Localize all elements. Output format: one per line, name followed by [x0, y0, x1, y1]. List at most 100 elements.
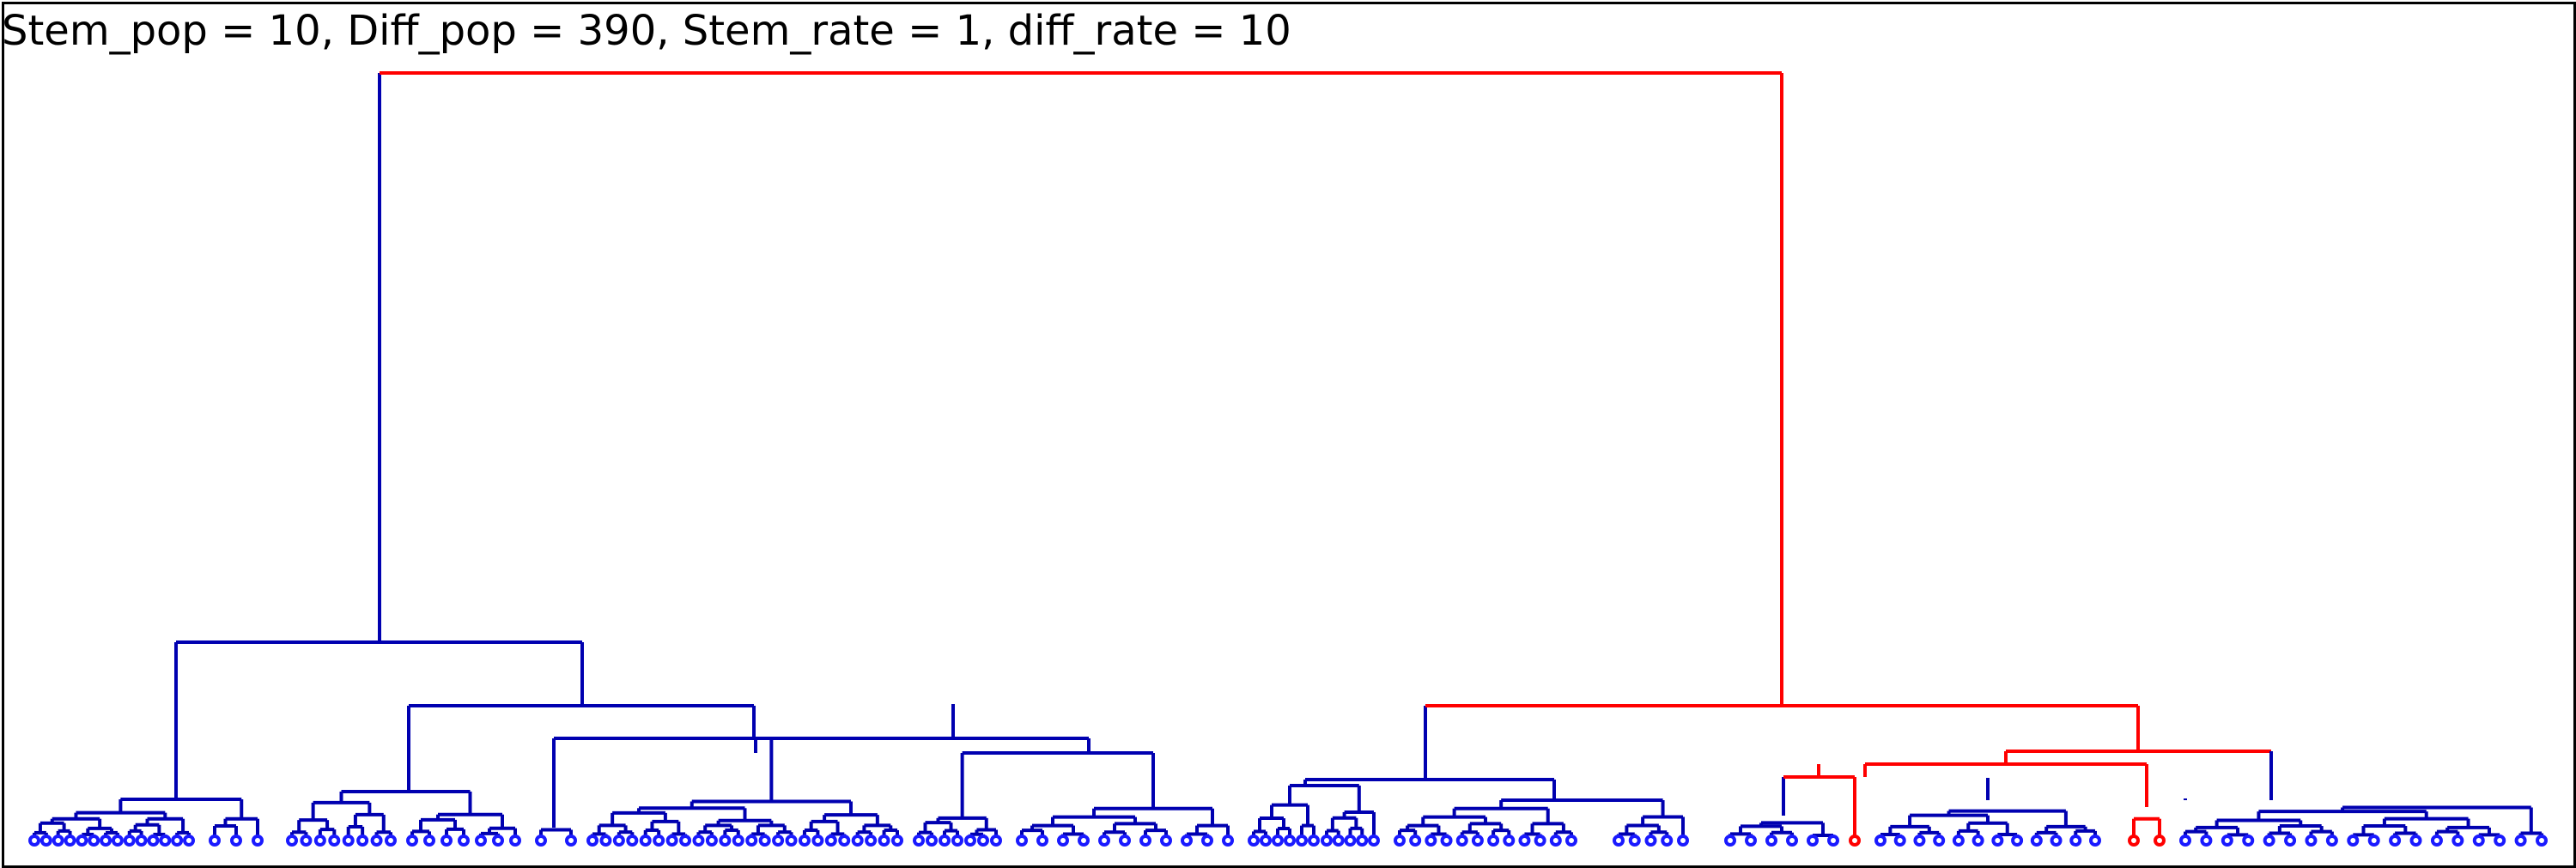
leaf-node	[639, 835, 652, 847]
leaf-node	[1248, 835, 1260, 847]
leaf-node	[1807, 835, 1819, 847]
leaf-node	[1827, 835, 1839, 847]
leaf-node	[1139, 835, 1151, 847]
leaf-node	[1160, 835, 1172, 847]
leaf-node	[147, 835, 160, 847]
leaf-node	[612, 835, 625, 847]
leaf-node	[851, 835, 864, 847]
leaf-node	[1201, 835, 1213, 847]
leaf-node	[475, 835, 487, 847]
leaf-node	[64, 835, 76, 847]
leaf-node	[1036, 835, 1048, 847]
leaf-node	[1119, 835, 1131, 847]
leaf-node	[159, 835, 172, 847]
leaf-node	[52, 835, 64, 847]
leaf-node	[100, 835, 112, 847]
leaf-node	[1272, 835, 1284, 847]
leaf-node	[626, 835, 639, 847]
leaf-node	[838, 835, 851, 847]
leaf-node	[1356, 835, 1369, 847]
leaf-node	[2069, 835, 2082, 847]
leaf-node	[370, 835, 383, 847]
leaf-node	[328, 835, 341, 847]
leaf-node	[209, 835, 221, 847]
leaf-node	[1321, 835, 1333, 847]
leaf-node	[1518, 835, 1531, 847]
leaf-node	[1913, 835, 1926, 847]
leaf-node	[1487, 835, 1500, 847]
leaf-node	[2389, 835, 2402, 847]
leaf-node	[758, 835, 771, 847]
leaf-node	[1471, 835, 1484, 847]
leaf-node	[1893, 835, 1906, 847]
leaf-node	[2409, 835, 2422, 847]
leaf-node	[2284, 835, 2297, 847]
leaf-node	[1344, 835, 1357, 847]
leaf-node	[2367, 835, 2380, 847]
leaf-node	[653, 835, 665, 847]
leaf-node	[1628, 835, 1641, 847]
leaf-node	[2305, 835, 2318, 847]
plot-title: Stem_pop = 10, Diff_pop = 390, Stem_rate…	[2, 7, 1291, 55]
leaf-node	[1057, 835, 1069, 847]
leaf-node	[171, 835, 184, 847]
leaf-node	[2179, 835, 2191, 847]
leaf-node	[1849, 835, 1861, 847]
leaf-node	[785, 835, 798, 847]
leaf-node	[2011, 835, 2024, 847]
leaf-node	[865, 835, 878, 847]
leaf-node	[2030, 835, 2043, 847]
leaf-node	[492, 835, 504, 847]
leaf-node	[1724, 835, 1736, 847]
leaf-node	[76, 835, 88, 847]
leaf-node	[1677, 835, 1689, 847]
leaf-node	[1991, 835, 2004, 847]
leaf-node	[406, 835, 418, 847]
leaf-node	[458, 835, 470, 847]
leaf-node	[1644, 835, 1657, 847]
leaf-node	[1503, 835, 1516, 847]
leaf-node	[964, 835, 976, 847]
leaf-node	[2430, 835, 2443, 847]
leaf-node	[2514, 835, 2527, 847]
leaf-node	[2242, 835, 2255, 847]
leaf-node	[1016, 835, 1028, 847]
leaf-node	[1222, 835, 1234, 847]
leaf-node	[509, 835, 521, 847]
leaf-node	[286, 835, 298, 847]
leaf-node	[1078, 835, 1090, 847]
leaf-node	[599, 835, 612, 847]
leaf-node	[705, 835, 718, 847]
leaf-node	[313, 835, 326, 847]
leaf-node	[1098, 835, 1110, 847]
dendrogram-leaves	[28, 835, 2548, 847]
leaf-node	[2154, 835, 2166, 847]
leaf-node	[772, 835, 785, 847]
leaf-node	[1765, 835, 1777, 847]
leaf-node	[679, 835, 692, 847]
leaf-node	[2472, 835, 2485, 847]
leaf-node	[423, 835, 435, 847]
dendrogram-links	[33, 71, 2543, 839]
leaf-node	[1565, 835, 1577, 847]
leaf-node	[2494, 835, 2506, 847]
leaf-node	[1440, 835, 1453, 847]
leaf-node	[1874, 835, 1886, 847]
leaf-node	[1332, 835, 1345, 847]
leaf-node	[183, 835, 195, 847]
leaf-node	[1933, 835, 1946, 847]
leaf-node	[926, 835, 938, 847]
leaf-node	[913, 835, 925, 847]
leaf-node	[1308, 835, 1320, 847]
leaf-node	[565, 835, 577, 847]
leaf-node	[135, 835, 148, 847]
leaf-node	[1368, 835, 1380, 847]
leaf-node	[1745, 835, 1757, 847]
leaf-node	[1952, 835, 1965, 847]
leaf-node	[586, 835, 598, 847]
leaf-node	[356, 835, 369, 847]
leaf-node	[1181, 835, 1193, 847]
leaf-node	[719, 835, 732, 847]
